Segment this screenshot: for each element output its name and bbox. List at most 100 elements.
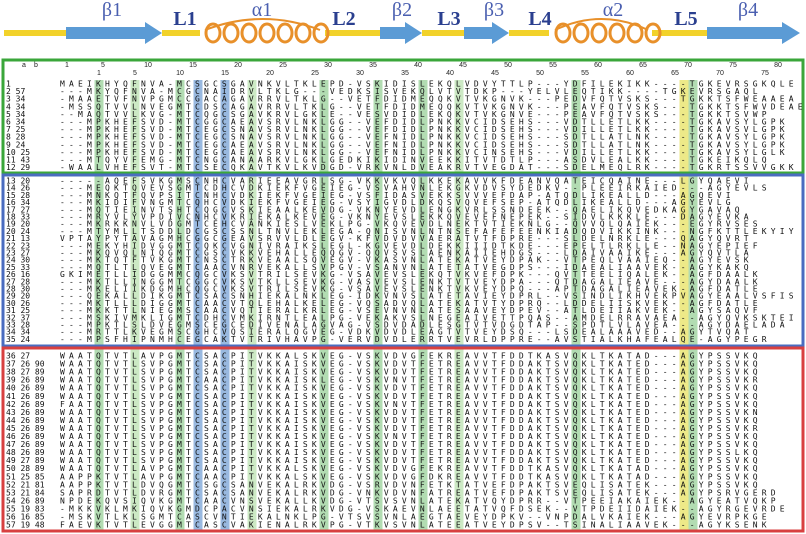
sequence: WAATQTVTLSVPGMTCSACPITVKKAISKVEG-VSKVDVT… [60, 440, 762, 449]
structure-label: L5 [674, 8, 697, 30]
ruler-bottom: 45 [491, 70, 499, 77]
structure-label: β3 [484, 0, 504, 21]
ruler-bottom: 20 [266, 70, 274, 77]
row-id: 42 26 89 [6, 400, 45, 409]
row-id: 16 34 [6, 198, 30, 207]
sequence: WAATQTVTLSVPGMTCSACPITVKKAISKVEG-VSKVDVT… [60, 456, 762, 465]
sequence: ---MKKTTLNIEGMSCAACVQTIERALKRLEG-VSEVNVN… [60, 306, 762, 315]
ruler-top: 25 [279, 62, 287, 69]
sequence: ---MPSFHIPNMHCEGCAKTVTRIVHAVPG-VERVDVDLE… [60, 335, 771, 344]
secondary-structure [4, 18, 800, 44]
row-id: 52 21 81 [6, 480, 45, 489]
sequence: -MKKVKLMKIQVKGMDCPACVNSIEKALRKVDG-VSKAEV… [60, 504, 789, 513]
helix-turn [590, 22, 608, 44]
sequence: ---MKTLLLDIGGMTCAACVTQLEHALKELEG-VQSADVQ… [60, 299, 762, 308]
helix-turn [644, 22, 662, 44]
row-id: 1 [6, 80, 11, 89]
header-label: a [22, 62, 26, 69]
loop-bar [162, 30, 200, 36]
sequence: FAATQTVTLSVPGMTCSACPITVKKAISKVEG-VSKVNVT… [60, 400, 762, 409]
column-highlight [220, 80, 230, 530]
column-highlight [175, 80, 185, 530]
sequence: WAATQTVTLSVPGMTCSACPITVKKAISKVEG-VSKVDVT… [60, 360, 762, 369]
sequence: ---MPKTLSLDVEGMSCEGCEDIVENALAGVAG-VSDVDA… [60, 321, 789, 330]
sequence: WAATQTVTLSVPGMTCSACPITVKKAISKVEG-VSKVNVT… [60, 432, 762, 441]
row-id: 45 26 89 [6, 424, 45, 433]
structure-label: α1 [252, 0, 272, 21]
structure-label: β1 [102, 0, 122, 21]
ruler-top: 10 [144, 62, 152, 69]
ruler-top: 55 [549, 62, 557, 69]
sequence: ---MPKHEFSVD-MTCEGCAEAVSRVLNKLGG--VEFNID… [60, 148, 789, 157]
ruler-top: 75 [729, 62, 737, 69]
header-label: b [34, 62, 38, 69]
structure-label: β4 [738, 0, 758, 21]
sequence: NPDEKQVSIQVKGMTCAACVNSVEKALLKVDG-VTSVSVN… [60, 496, 780, 505]
row-id: 54 26 89 [6, 496, 45, 505]
column-highlight [571, 80, 581, 530]
row-id: 11 43 [6, 156, 30, 165]
helix-arc [204, 18, 321, 31]
row-id: 44 26 89 [6, 416, 45, 425]
row-id: 56 16 85 [6, 513, 45, 522]
ruler-top: 40 [414, 62, 422, 69]
row-id: 17 27 [6, 205, 30, 214]
helix-turn [554, 22, 572, 44]
row-id: 34 34 [6, 328, 30, 337]
ruler-bottom: 35 [401, 70, 409, 77]
column-highlight [373, 80, 383, 530]
column-highlight [454, 80, 464, 530]
row-id: 50 28 89 [6, 464, 45, 473]
row-id: 33 28 [6, 321, 30, 330]
sequence: ---MKTQTFTVKGMTCNSCTRKVEAALSQVEGV-VKASVN… [60, 256, 753, 265]
row-id: 19 20 [6, 220, 30, 229]
structure-label: L3 [437, 8, 460, 30]
row-id: 38 27 89 [6, 368, 45, 377]
row-id: 24 30 [6, 256, 30, 265]
ruler-bottom: 75 [761, 70, 769, 77]
sequence: ---MKYQFNVA-MCGCNAIDRVLTKLG---VEDKSISVEK… [60, 87, 762, 96]
sequence: AAPPKTVTLAVPGMTCAACPITVKKALSKVEG-VSKVDVG… [60, 472, 762, 481]
helix-turn [572, 22, 590, 44]
row-id: 25 33 [6, 263, 30, 272]
ruler-top: 30 [324, 62, 332, 69]
row-id: 40 26 89 [6, 384, 45, 393]
sequence: ---MPKHEFSVD-MTCEGCSNAVSRVLNKLGG--VEFDID… [60, 125, 789, 134]
strand-arrow [707, 22, 800, 44]
loop-bar [4, 30, 66, 36]
sequence: -WAALVHEFSVT-MTCSECQKAVTKVLKVDGD-VRKVNLD… [60, 163, 798, 172]
column-highlight [193, 80, 203, 530]
sequence: AAPPKTVTLDVQGMTCSGCSANVEKALRKVDG-VSRVDVN… [60, 480, 762, 489]
row-id: 31 25 [6, 306, 30, 315]
row-id: 51 25 85 [6, 472, 45, 481]
helices [204, 18, 662, 44]
ruler-top: 15 [189, 62, 197, 69]
row-id: 15 28 [6, 191, 30, 200]
structure-label: L4 [528, 8, 551, 30]
sequence: WAATQTVTLSVPGMTCSACPITVKKAISKVEG-VSKVDVT… [60, 416, 762, 425]
row-id: 6 34 [6, 118, 25, 127]
ruler-bottom: 1 [97, 70, 101, 77]
helix-turn [608, 22, 626, 44]
row-id: 43 26 89 [6, 408, 45, 417]
sequence: ---MTYMLLTSDDLDCGSCSSNLTNVLEKLEGA-QNISVN… [60, 227, 798, 236]
sequence: ---MKIDIFVNGMTCQHCVDKIEKFVGEIEG-VSYIGVDL… [60, 198, 735, 207]
structure-label: L1 [173, 8, 196, 30]
sequence: MAEIKHYQFNVA-MCSGCSGAVNKVLTKLEPD-VSKIDIS… [60, 80, 798, 89]
row-id: 55 19 83 [6, 504, 45, 513]
row-id: 30 26 [6, 299, 30, 308]
column-highlight [319, 80, 329, 530]
group-box-green [1, 58, 805, 175]
row-id: 37 26 90 [6, 360, 45, 369]
group-box-blue [1, 173, 805, 348]
row-id: 28 30 [6, 285, 30, 294]
loop-bar [509, 30, 549, 36]
row-id: 27 28 [6, 277, 30, 286]
helix-arc [554, 18, 649, 31]
loop-bar [325, 30, 380, 36]
ruler-bottom: 5 [133, 70, 137, 77]
sequence: ---MKELIIKDGMHCQGCVKSVTRILSEVKG-VSAVEVSL… [60, 285, 762, 294]
row-id: 41 26 89 [6, 392, 45, 401]
ruler-top: 20 [234, 62, 242, 69]
